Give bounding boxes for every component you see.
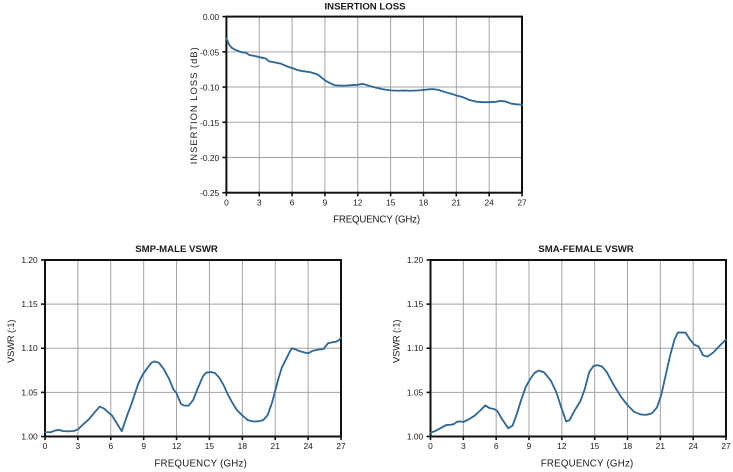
svg-text:1.15: 1.15 (407, 299, 424, 309)
svg-text:0: 0 (224, 197, 229, 207)
svg-text:FREQUENCY (GHz): FREQUENCY (GHz) (333, 214, 420, 225)
svg-text:15: 15 (205, 441, 215, 451)
svg-text:12: 12 (353, 197, 363, 207)
svg-text:SMA-FEMALE VSWR: SMA-FEMALE VSWR (538, 244, 633, 255)
svg-text:-0.25: -0.25 (200, 188, 219, 198)
svg-text:0: 0 (428, 441, 433, 451)
svg-text:VSWR (:1): VSWR (:1) (391, 319, 402, 363)
svg-text:12: 12 (172, 441, 182, 451)
svg-text:27: 27 (336, 441, 346, 451)
svg-text:24: 24 (484, 197, 494, 207)
svg-text:9: 9 (141, 441, 146, 451)
svg-text:6: 6 (494, 441, 499, 451)
svg-text:INSERTION LOSS (dB): INSERTION LOSS (dB) (188, 47, 199, 164)
svg-text:1.00: 1.00 (21, 431, 38, 441)
svg-text:27: 27 (721, 441, 731, 451)
svg-text:1.20: 1.20 (21, 255, 38, 265)
svg-text:0.00: 0.00 (203, 12, 220, 22)
svg-text:18: 18 (623, 441, 633, 451)
svg-text:1.05: 1.05 (21, 387, 38, 397)
svg-text:3: 3 (257, 197, 262, 207)
svg-text:21: 21 (656, 441, 666, 451)
svg-text:-0.20: -0.20 (200, 153, 219, 163)
svg-text:6: 6 (290, 197, 295, 207)
svg-text:18: 18 (419, 197, 429, 207)
svg-text:1.20: 1.20 (407, 255, 424, 265)
svg-text:21: 21 (271, 441, 281, 451)
svg-text:1.10: 1.10 (21, 343, 38, 353)
svg-text:9: 9 (323, 197, 328, 207)
svg-text:-0.05: -0.05 (200, 47, 219, 57)
svg-text:3: 3 (461, 441, 466, 451)
svg-text:SMP-MALE VSWR: SMP-MALE VSWR (135, 244, 218, 255)
svg-text:15: 15 (590, 441, 600, 451)
svg-text:INSERTION LOSS: INSERTION LOSS (324, 2, 406, 13)
svg-text:1.15: 1.15 (21, 299, 38, 309)
svg-text:3: 3 (76, 441, 81, 451)
svg-text:FREQUENCY (GHz): FREQUENCY (GHz) (154, 458, 247, 469)
svg-text:9: 9 (527, 441, 532, 451)
svg-text:1.05: 1.05 (407, 387, 424, 397)
svg-text:21: 21 (452, 197, 462, 207)
svg-text:24: 24 (303, 441, 313, 451)
svg-text:VSWR (:1): VSWR (:1) (5, 319, 16, 363)
svg-text:-0.15: -0.15 (200, 118, 219, 128)
svg-text:24: 24 (689, 441, 699, 451)
svg-text:1.00: 1.00 (407, 431, 424, 441)
svg-text:18: 18 (238, 441, 248, 451)
svg-text:-0.10: -0.10 (200, 83, 219, 93)
svg-text:27: 27 (517, 197, 527, 207)
svg-text:1.10: 1.10 (407, 343, 424, 353)
svg-text:FREQUENCY (GHz): FREQUENCY (GHz) (541, 458, 634, 469)
svg-text:0: 0 (43, 441, 48, 451)
svg-text:15: 15 (386, 197, 396, 207)
svg-text:12: 12 (557, 441, 567, 451)
svg-text:6: 6 (108, 441, 113, 451)
